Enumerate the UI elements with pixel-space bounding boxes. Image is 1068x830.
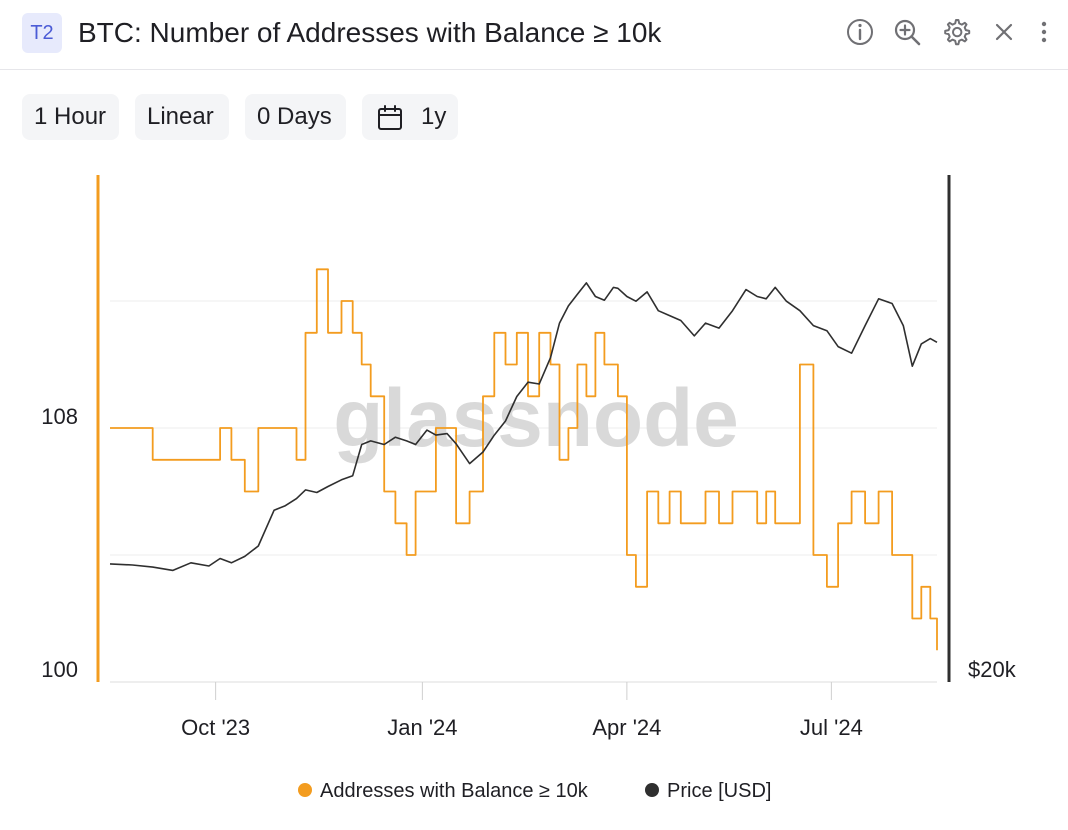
range-label: 1y [421,103,447,130]
close-icon[interactable] [988,16,1020,48]
y-left-tick-label: 108 [41,404,78,429]
chart-controls: 1 Hour Linear 0 Days 1y [0,94,1068,142]
calendar-icon [378,105,402,130]
series-layer [109,268,938,651]
info-icon[interactable] [844,16,876,48]
chart-title: BTC: Number of Addresses with Balance ≥ … [78,17,662,48]
x-tick-label: Oct '23 [181,715,250,740]
x-axis-ticks: Oct '23 Jan '24 Apr '24 Jul '24 [181,682,863,740]
scale-button[interactable]: Linear [135,94,229,140]
workbench-badge: T2 [22,13,62,53]
zoom-in-icon[interactable] [891,16,923,48]
price-series-line [109,282,938,572]
legend-dot-addresses [298,782,312,797]
range-button[interactable]: 1y [362,94,458,140]
x-tick-label: Jul '24 [800,715,863,740]
scale-label: Linear [147,103,214,130]
addresses-series-line [110,268,938,651]
y-right-tick-label: $20k [968,657,1017,682]
legend-item-price[interactable]: Price [USD] [645,780,771,803]
chart-area[interactable]: glassnode Oct '23 Jan '24 Apr '24 Jul '24 1… [0,160,1068,750]
x-tick-label: Jan '24 [387,715,457,740]
y-left-tick-label: 100 [41,657,78,682]
smoothing-label: 0 Days [257,103,332,130]
legend-item-addresses[interactable]: Addresses with Balance ≥ 10k [298,780,588,803]
legend-dot-price [645,782,659,797]
legend-label-addresses: Addresses with Balance ≥ 10k [320,780,588,802]
more-vertical-icon[interactable] [1028,16,1060,48]
widget-header: T2 BTC: Number of Addresses with Balance… [0,0,1068,70]
x-tick-label: Apr '24 [592,715,661,740]
gear-icon[interactable] [940,16,972,48]
watermark: glassnode [333,373,739,464]
chart-legend: Addresses with Balance ≥ 10k Price [USD] [0,776,1068,810]
resolution-button[interactable]: 1 Hour [22,94,119,140]
legend-label-price: Price [USD] [667,780,772,802]
resolution-label: 1 Hour [34,103,107,130]
smoothing-button[interactable]: 0 Days [245,94,346,140]
